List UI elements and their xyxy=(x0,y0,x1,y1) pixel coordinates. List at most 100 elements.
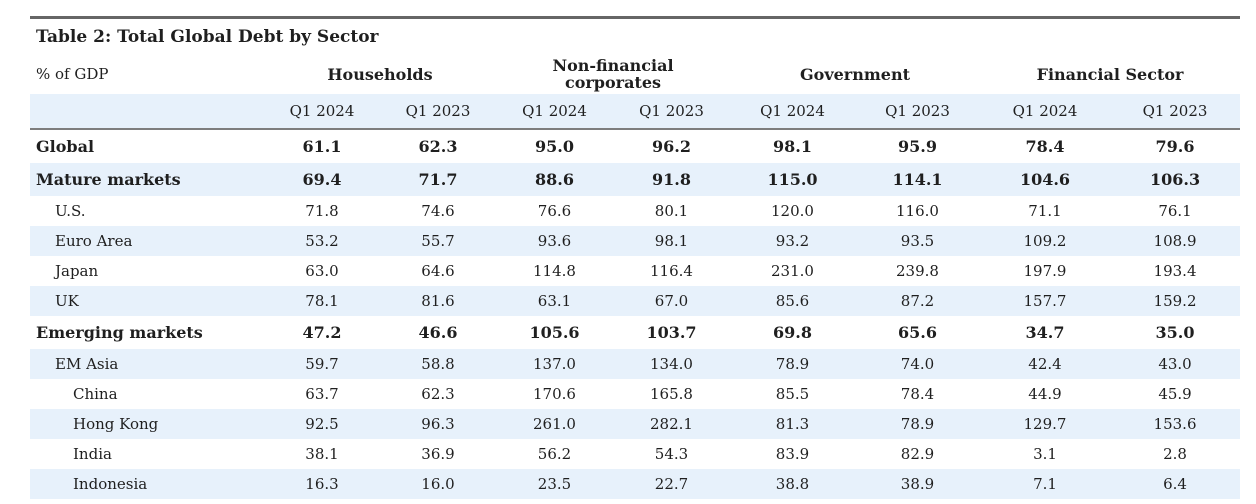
period-header-blank xyxy=(30,94,264,130)
row-label: Hong Kong xyxy=(30,409,264,439)
table-cell: 55.7 xyxy=(380,226,496,256)
table-cell: 116.4 xyxy=(650,262,693,280)
table-row: EM Asia 59.7 58.8 137.0 134.0 78.9 74.0 42.4 43.… xyxy=(30,349,1241,379)
table-cell: 63.7 xyxy=(305,385,339,403)
table-cell: 134.0 xyxy=(613,349,730,379)
table-row: UK 78.1 81.6 63.1 67.0 85.6 87.2 157.7 159.2 xyxy=(30,286,1241,316)
table-cell: 159.2 xyxy=(1110,286,1241,316)
table-cell: 36.9 xyxy=(421,445,455,463)
group-header-financial-sector: Financial Sector xyxy=(1036,64,1184,84)
table-cell: 69.8 xyxy=(773,323,812,342)
table-cell: 54.3 xyxy=(654,445,689,463)
row-label: Euro Area xyxy=(30,226,264,256)
period-header: Q1 2024 xyxy=(980,94,1110,130)
period-header-row: Q1 2024 Q1 2023 Q1 2024 Q1 2023 Q1 2024 Q1 20… xyxy=(30,94,1241,130)
table-cell: 38.1 xyxy=(305,445,339,463)
table-cell: 93.6 xyxy=(496,226,613,256)
table-cell: 67.0 xyxy=(613,286,730,316)
unit-label: % of GDP xyxy=(36,65,109,83)
table-cell: 106.3 xyxy=(1110,163,1241,196)
table-cell: 46.6 xyxy=(418,323,458,342)
table-cell: 96.2 xyxy=(652,137,691,156)
table-cell: 93.2 xyxy=(730,226,855,256)
table-title: Table 2: Total Global Debt by Sector xyxy=(36,26,379,47)
period-header: Q1 2024 xyxy=(496,94,613,130)
table-cell: 114.8 xyxy=(533,262,576,280)
row-label: China xyxy=(73,385,118,403)
table-cell: 58.8 xyxy=(380,349,496,379)
table-cell: 38.8 xyxy=(730,469,855,499)
table-cell: 62.3 xyxy=(421,385,455,403)
table-cell: 170.6 xyxy=(533,385,576,403)
table-row: Mature markets 69.4 71.7 88.6 91.8 115.0 114.1… xyxy=(30,163,1241,196)
group-header-government: Government xyxy=(799,64,910,84)
table-cell: 35.0 xyxy=(1155,323,1195,342)
table-cell: 137.0 xyxy=(496,349,613,379)
table-cell: 115.0 xyxy=(730,163,855,196)
period-header: Q1 2023 xyxy=(380,94,496,130)
table-cell: 6.4 xyxy=(1110,469,1241,499)
row-label: Global xyxy=(36,137,95,156)
table-cell: 65.6 xyxy=(898,323,937,342)
table-cell: 231.0 xyxy=(771,262,814,280)
table-cell: 63.1 xyxy=(496,286,613,316)
period-header: Q1 2023 xyxy=(1110,94,1241,130)
period-header: Q1 2024 xyxy=(264,94,380,130)
table-cell: 80.1 xyxy=(654,202,689,220)
table-cell: 69.4 xyxy=(264,163,380,196)
debt-by-sector-table: Table 2: Total Global Debt by Sector % o… xyxy=(30,19,1241,499)
table-cell: 78.4 xyxy=(900,385,935,403)
table-cell: 239.8 xyxy=(896,262,939,280)
table-cell: 16.0 xyxy=(380,469,496,499)
table-cell: 64.6 xyxy=(421,262,455,280)
table-cell: 22.7 xyxy=(613,469,730,499)
table-cell: 71.7 xyxy=(380,163,496,196)
table-cell: 103.7 xyxy=(646,323,697,342)
table-cell: 62.3 xyxy=(418,137,458,156)
row-label: Indonesia xyxy=(30,469,264,499)
table-cell: 34.7 xyxy=(1025,323,1065,342)
table-cell: 104.6 xyxy=(980,163,1110,196)
table-cell: 3.1 xyxy=(1033,445,1057,463)
table-cell: 38.9 xyxy=(855,469,980,499)
table-cell: 157.7 xyxy=(980,286,1110,316)
table-row: Euro Area 53.2 55.7 93.6 98.1 93.2 93.5 109.2 10… xyxy=(30,226,1241,256)
table-cell: 93.5 xyxy=(855,226,980,256)
table-cell: 47.2 xyxy=(302,323,342,342)
row-label: UK xyxy=(30,286,264,316)
table-cell: 91.8 xyxy=(613,163,730,196)
table-row: Emerging markets 47.2 46.6 105.6 103.7 69.8 65… xyxy=(30,316,1240,349)
table-cell: 53.2 xyxy=(264,226,380,256)
table-cell: 108.9 xyxy=(1110,226,1241,256)
table-cell: 76.1 xyxy=(1158,202,1192,220)
table-cell: 261.0 xyxy=(496,409,613,439)
table-cell: 2.8 xyxy=(1163,445,1187,463)
table-cell: 165.8 xyxy=(650,385,693,403)
table-cell: 120.0 xyxy=(771,202,814,220)
period-header: Q1 2023 xyxy=(613,94,730,130)
table-row: U.S. 71.8 74.6 76.6 80.1 120.0 116.0 71.1 76.1 xyxy=(30,196,1240,226)
table-cell: 45.9 xyxy=(1158,385,1192,403)
table-cell: 76.6 xyxy=(537,202,572,220)
row-label: EM Asia xyxy=(30,349,264,379)
table-cell: 87.2 xyxy=(855,286,980,316)
table-cell: 59.7 xyxy=(264,349,380,379)
table-cell: 63.0 xyxy=(305,262,339,280)
row-label: U.S. xyxy=(55,202,86,220)
table-cell: 116.0 xyxy=(896,202,939,220)
period-header: Q1 2023 xyxy=(855,94,980,130)
table-cell: 81.3 xyxy=(730,409,855,439)
table-cell: 16.3 xyxy=(264,469,380,499)
row-label: India xyxy=(73,445,112,463)
table-cell: 95.0 xyxy=(535,137,574,156)
table-cell: 96.3 xyxy=(380,409,496,439)
table-cell: 114.1 xyxy=(855,163,980,196)
group-header-nonfinancial-corporates: Non-financial corporates xyxy=(552,56,674,92)
table-cell: 44.9 xyxy=(1028,385,1062,403)
table-cell: 43.0 xyxy=(1110,349,1241,379)
table-cell: 105.6 xyxy=(529,323,580,342)
table-cell: 129.7 xyxy=(980,409,1110,439)
table-row: Indonesia 16.3 16.0 23.5 22.7 38.8 38.9 7.1 6.4 xyxy=(30,469,1241,499)
table-cell: 81.6 xyxy=(380,286,496,316)
